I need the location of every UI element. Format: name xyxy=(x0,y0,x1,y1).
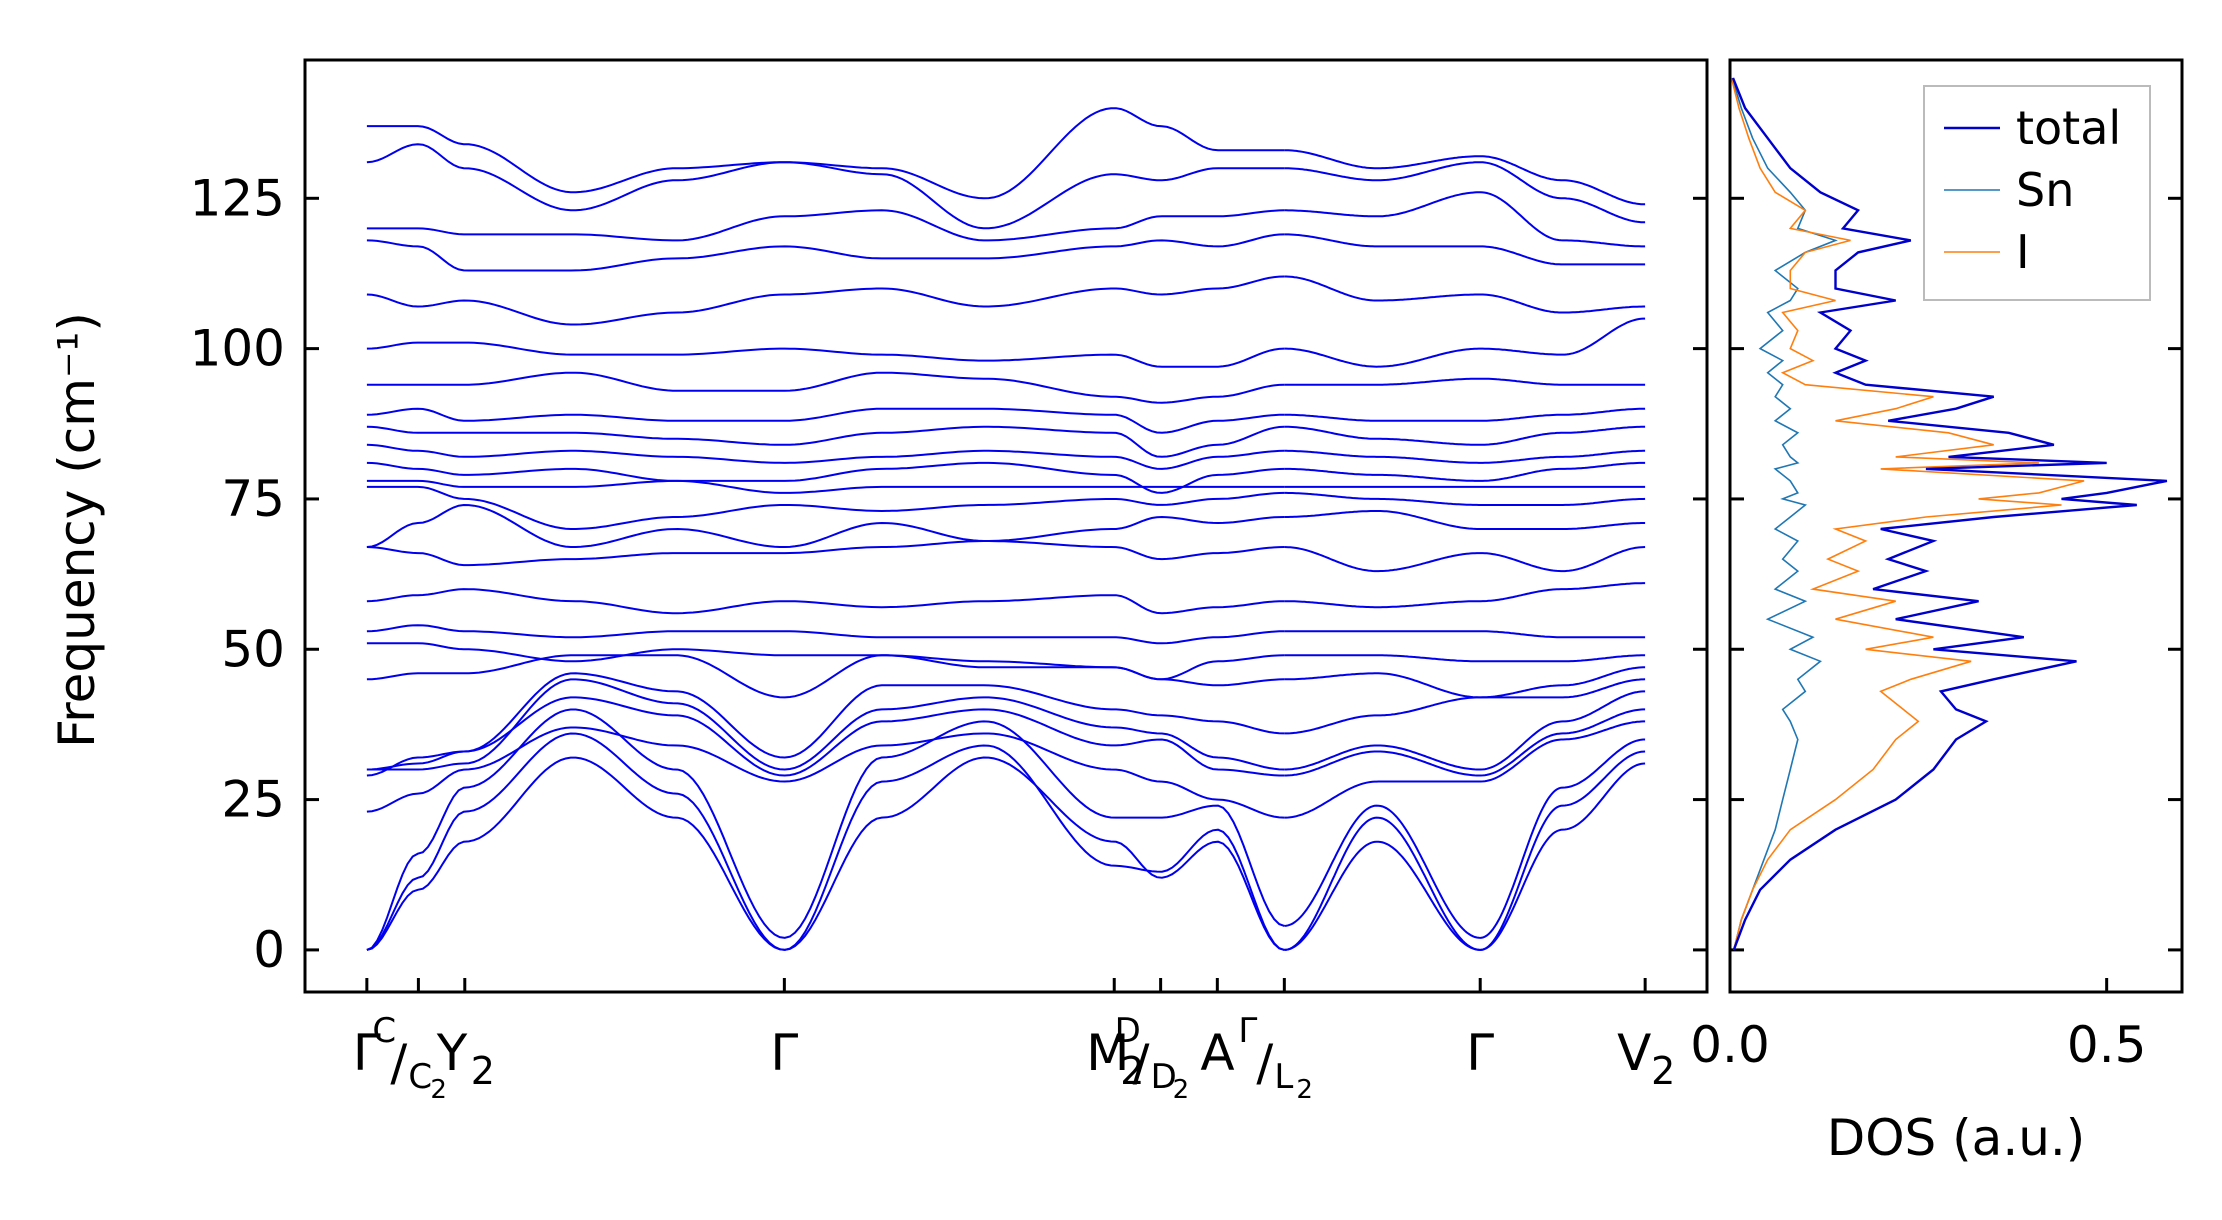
phonon-band-1-10 xyxy=(366,624,1285,645)
phonon-band-1-25 xyxy=(366,143,1285,230)
phonon-band-2-23 xyxy=(1284,233,1646,266)
phonon-band-1-1 xyxy=(366,756,1285,951)
phonon-band-1-7 xyxy=(366,672,1285,771)
path-label-subscript: 2 xyxy=(1120,1049,1144,1093)
dos-line-sn xyxy=(1731,77,1838,951)
path-label-superscript: D xyxy=(1115,1011,1141,1051)
dos-line-i xyxy=(1730,77,2085,951)
phonon-band-2-9 xyxy=(1284,654,1646,663)
phonon-band-2-18 xyxy=(1284,425,1646,446)
band-plot-frame xyxy=(303,58,1709,994)
phonon-band-1-21 xyxy=(366,341,1285,368)
phonon-band-1-15 xyxy=(366,479,1285,494)
band-y-ticks: 0 25 50 75 100 125 xyxy=(190,169,1707,979)
phonon-band-1-4 xyxy=(366,726,1285,819)
phonon-band-1-17 xyxy=(366,443,1285,470)
phonon-band-2-7 xyxy=(1284,678,1646,735)
phonon-band-2-5 xyxy=(1284,708,1646,777)
phonon-band-2-14 xyxy=(1284,491,1646,506)
phonon-band-1-19 xyxy=(366,407,1285,434)
phonon-band-2-22 xyxy=(1284,275,1646,314)
path-label-slash: / xyxy=(1256,1034,1273,1092)
dos-x-tick-label: 0.5 xyxy=(2067,1016,2147,1074)
band-y-tick-label: 100 xyxy=(190,320,285,378)
path-label: Γ xyxy=(353,1024,381,1082)
phonon-band-2-13 xyxy=(1284,510,1646,530)
phonon-band-1-6 xyxy=(366,678,1285,771)
path-label-superscript: Γ xyxy=(1238,1011,1257,1051)
dos-ticks: 0.0 0.5 xyxy=(1690,196,2182,1074)
dos-lines xyxy=(1730,77,2168,951)
path-label: Y xyxy=(436,1024,468,1082)
phonon-band-2-11 xyxy=(1284,582,1646,609)
path-label-subscript: 2 xyxy=(430,1075,447,1105)
phonon-band-1-2 xyxy=(366,732,1285,951)
dos-x-axis-title: DOS (a.u.) xyxy=(1827,1109,2086,1167)
path-label: Γ xyxy=(1466,1024,1494,1082)
band-y-tick-label: 75 xyxy=(221,470,285,528)
legend-label: I xyxy=(2016,225,2030,279)
band-y-tick-label: 125 xyxy=(190,169,285,227)
phonon-band-2-19 xyxy=(1284,407,1646,422)
path-label-subscript: 2 xyxy=(1651,1049,1675,1093)
phonon-band-2-25 xyxy=(1284,161,1646,224)
phonon-band-1-22 xyxy=(366,275,1285,326)
dos-x-tick-label: 0.0 xyxy=(1690,1016,1770,1074)
phonon-band-1-13 xyxy=(366,503,1285,548)
band-path-labels: ΓC/C2Y 2 Γ M2D/D2A Γ/L 2Γ V 2 xyxy=(353,978,1675,1105)
path-label-subscript: 2 xyxy=(1296,1075,1313,1105)
phonon-band-1-14 xyxy=(366,485,1285,530)
phonon-band-2-2 xyxy=(1284,750,1646,951)
phonon-band-1-11 xyxy=(366,588,1285,615)
dos-plot-frame xyxy=(1728,58,2184,994)
phonon-band-1-18 xyxy=(366,425,1285,458)
phonon-band-2-26 xyxy=(1284,149,1646,206)
path-label-superscript: C xyxy=(372,1011,396,1051)
legend-box xyxy=(1923,85,2151,301)
phonon-band-2-17 xyxy=(1284,449,1646,464)
y-axis-title: Frequency (cm⁻¹) xyxy=(48,312,106,748)
path-label: L xyxy=(1274,1057,1293,1097)
phonon-band-2-10 xyxy=(1284,630,1646,639)
band-y-tick-label: 0 xyxy=(253,921,285,979)
path-label-slash: / xyxy=(1133,1034,1150,1092)
phonon-band-2-8 xyxy=(1284,666,1646,699)
dos-panel: 0.0 0.5 DOS (a.u.) total Sn I xyxy=(1690,58,2184,1167)
path-label: Γ xyxy=(770,1024,798,1082)
dos-legend: total Sn I xyxy=(1923,85,2151,301)
band-y-tick-label: 25 xyxy=(221,771,285,829)
path-label-slash: / xyxy=(390,1034,407,1092)
phonon-band-2-4 xyxy=(1284,720,1646,819)
phonon-band-2-21 xyxy=(1284,317,1646,368)
path-label: D xyxy=(1151,1057,1177,1097)
band-lines xyxy=(366,107,1646,951)
phonon-band-1-20 xyxy=(366,371,1285,404)
phonon-band-1-16 xyxy=(366,461,1285,494)
path-label-subscript: 2 xyxy=(471,1049,495,1093)
path-label-subscript: 2 xyxy=(1173,1075,1190,1105)
path-label: M xyxy=(1086,1024,1129,1082)
dos-line-total xyxy=(1731,77,2168,951)
band-y-tick-label: 50 xyxy=(221,620,285,678)
path-label: V xyxy=(1617,1024,1651,1082)
legend-label: Sn xyxy=(2016,163,2074,217)
legend-label: total xyxy=(2016,101,2121,155)
phonon-band-1-24 xyxy=(366,209,1285,242)
phonon-band-2-6 xyxy=(1284,690,1646,771)
path-label: A xyxy=(1200,1024,1234,1082)
phonon-band-2-24 xyxy=(1284,191,1646,248)
phonon-band-2-16 xyxy=(1284,461,1646,482)
phonon-band-2-3 xyxy=(1284,738,1646,939)
phonon-band-1-12 xyxy=(366,540,1285,567)
phonon-band-1-5 xyxy=(366,696,1285,777)
path-label: C xyxy=(408,1057,432,1097)
phonon-band-2-20 xyxy=(1284,377,1646,386)
phonon-band-1-23 xyxy=(366,233,1285,272)
phonon-band-2-12 xyxy=(1284,546,1646,573)
phonon-band-1-26 xyxy=(366,107,1285,200)
phonon-band-1-9 xyxy=(366,642,1285,681)
